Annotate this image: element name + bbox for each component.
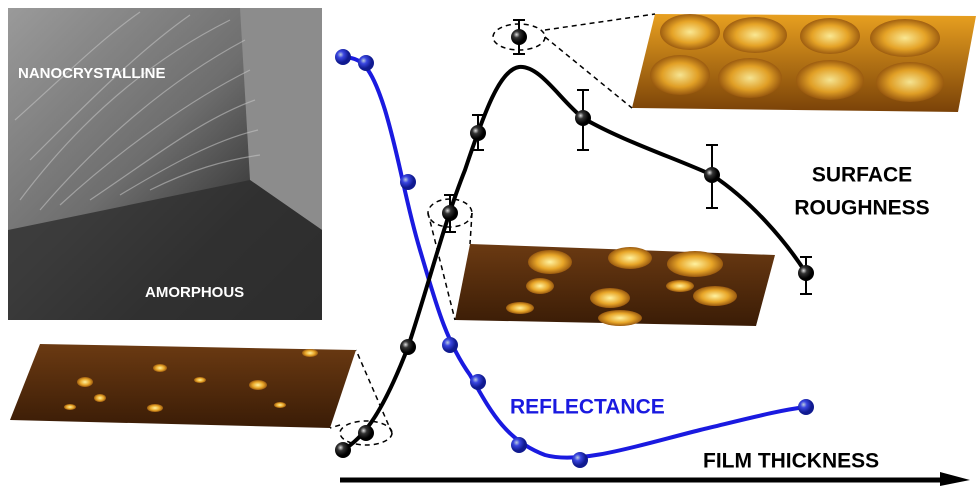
roughness-label: ROUGHNESS xyxy=(794,197,929,220)
afm-image-thick xyxy=(632,14,976,112)
axis-label: FILM THICKNESS xyxy=(703,450,879,473)
reflectance-label: REFLECTANCE xyxy=(510,396,665,419)
reflectance-curve xyxy=(335,49,814,468)
tem-label-top: NANOCRYSTALLINE xyxy=(18,65,166,82)
connectors xyxy=(329,13,656,446)
afm-image-mid xyxy=(455,244,775,326)
roughness-curve xyxy=(335,19,814,458)
thickness-arrow xyxy=(340,472,970,486)
afm-image-thin xyxy=(10,344,356,428)
tem-image: NANOCRYSTALLINE AMORPHOUS xyxy=(8,8,322,320)
tem-label-bottom: AMORPHOUS xyxy=(145,284,244,301)
roughness-label: SURFACE xyxy=(812,164,912,187)
